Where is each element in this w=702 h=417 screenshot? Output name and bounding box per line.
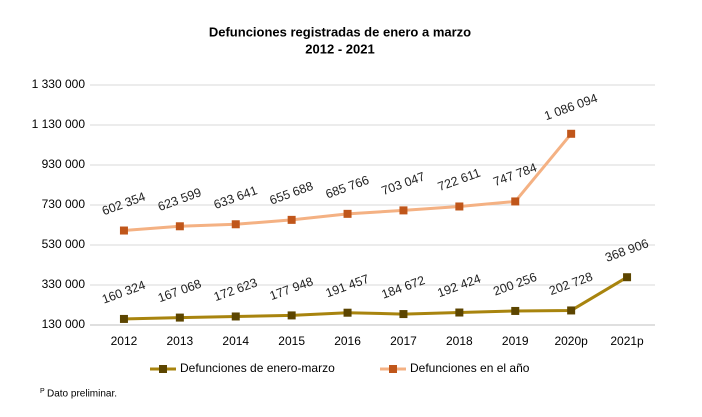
x-tick-label: 2013: [166, 334, 193, 348]
marker: [567, 129, 576, 138]
x-tick-label: 2014: [222, 334, 249, 348]
marker: [623, 273, 632, 282]
marker: [567, 306, 576, 315]
x-tick-label: 2012: [111, 334, 138, 348]
footnote: Dato preliminar.: [47, 389, 117, 400]
legend-label: Defunciones en el año: [410, 361, 530, 375]
value-label: 368 906: [603, 236, 650, 265]
marker: [511, 197, 520, 206]
value-label: 160 324: [100, 278, 147, 307]
x-tick-label: 2021p: [610, 334, 644, 348]
footnote-mark: P: [40, 388, 45, 395]
chart-title: Defunciones registradas de enero a marzo: [209, 24, 471, 39]
value-label: 200 256: [491, 270, 538, 299]
y-tick-label: 330 000: [42, 277, 86, 291]
y-tick-label: 730 000: [42, 197, 86, 211]
value-label: 1 086 094: [542, 91, 599, 123]
value-label: 655 688: [268, 179, 315, 208]
marker: [343, 308, 352, 317]
y-tick-label: 1 330 000: [32, 77, 86, 91]
series-line: [123, 275, 628, 321]
value-label: 177 948: [268, 274, 315, 303]
x-tick-label: 2020p: [554, 334, 588, 348]
y-tick-label: 130 000: [42, 317, 86, 331]
marker: [399, 310, 408, 319]
value-label: 167 068: [156, 277, 203, 306]
marker: [287, 215, 296, 224]
x-tick-label: 2016: [334, 334, 361, 348]
marker: [231, 220, 240, 229]
value-label: 703 047: [380, 169, 427, 198]
x-tick-label: 2019: [502, 334, 529, 348]
marker: [175, 222, 184, 231]
value-label: 202 728: [547, 269, 594, 298]
marker: [119, 226, 128, 235]
marker: [511, 306, 520, 315]
value-label: 192 424: [435, 272, 482, 301]
marker: [343, 209, 352, 218]
value-label: 722 611: [436, 166, 482, 194]
legend-marker: [159, 365, 167, 373]
y-tick-label: 1 130 000: [32, 117, 86, 131]
value-label: 685 766: [324, 173, 371, 202]
y-tick-label: 530 000: [42, 237, 86, 251]
x-tick-label: 2017: [390, 334, 417, 348]
legend-label: Defunciones de enero-marzo: [180, 361, 335, 375]
x-tick-label: 2018: [446, 334, 473, 348]
value-label: 633 641: [212, 183, 259, 212]
marker: [455, 308, 464, 317]
marker: [455, 202, 464, 211]
marker: [231, 312, 240, 321]
y-tick-label: 930 000: [42, 157, 86, 171]
value-label: 172 623: [212, 275, 259, 304]
marker: [399, 206, 408, 215]
value-label: 602 354: [100, 190, 147, 219]
x-tick-label: 2015: [278, 334, 305, 348]
value-label: 623 599: [156, 185, 203, 214]
marker: [287, 311, 296, 320]
marker: [119, 314, 128, 323]
chart-subtitle: 2012 - 2021: [305, 41, 374, 56]
legend-marker: [389, 365, 397, 373]
marker: [175, 313, 184, 322]
value-label: 191 457: [324, 272, 371, 301]
value-label: 184 672: [380, 273, 427, 302]
